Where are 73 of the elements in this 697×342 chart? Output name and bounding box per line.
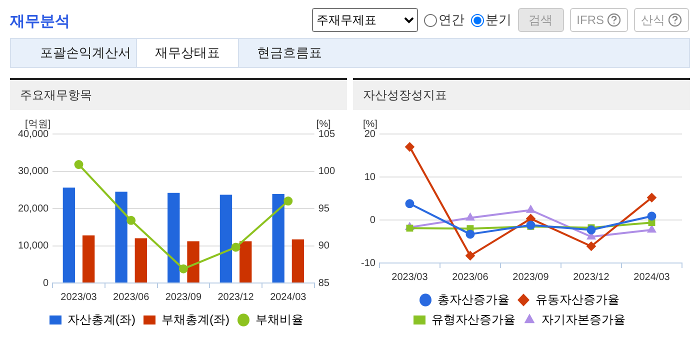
point bbox=[648, 225, 656, 233]
bar bbox=[292, 239, 304, 282]
y2-tick-label: 85 bbox=[318, 278, 330, 289]
text: 현금흐름표 bbox=[256, 44, 323, 62]
x-tick-label: 2023/09 bbox=[512, 272, 550, 283]
y2-tick-label: 90 bbox=[318, 240, 330, 252]
y2-tick-label: 100 bbox=[318, 166, 336, 177]
point bbox=[231, 242, 240, 252]
y2-tick-label: 95 bbox=[318, 203, 330, 214]
text: 재무상태표 bbox=[136, 39, 239, 67]
y-tick-label: 0 bbox=[370, 214, 376, 226]
y2-tick-label: 105 bbox=[318, 128, 336, 140]
legend-label: 유형자산증가율 bbox=[432, 312, 516, 326]
point bbox=[586, 242, 596, 251]
point bbox=[178, 264, 188, 274]
point bbox=[466, 230, 475, 239]
y-tick-label: 20 bbox=[364, 128, 376, 140]
y-tick-label: 30,000 bbox=[18, 166, 50, 177]
y-tick-label: 40,000 bbox=[18, 128, 50, 140]
text: 분기 bbox=[484, 11, 512, 29]
point bbox=[74, 160, 84, 170]
legend-label: 부채총계(좌) bbox=[162, 312, 230, 326]
legend-label: 유동자산증가율 bbox=[536, 292, 620, 306]
chart-title: 주요재무항목 bbox=[10, 80, 347, 110]
point bbox=[405, 142, 414, 152]
legend-label: 자산총계(좌) bbox=[68, 312, 136, 326]
y-axis-title: [억원] bbox=[25, 118, 51, 130]
point bbox=[586, 225, 596, 234]
bar bbox=[115, 192, 128, 282]
y2-axis-title: [%] bbox=[316, 118, 331, 130]
x-tick-label: 2024/03 bbox=[634, 272, 670, 283]
point bbox=[526, 206, 535, 213]
x-tick-label: 2023/12 bbox=[573, 272, 610, 283]
bar bbox=[82, 235, 95, 282]
bar bbox=[62, 188, 76, 282]
text: 검색 bbox=[518, 8, 564, 32]
bar bbox=[134, 238, 148, 282]
point bbox=[405, 199, 414, 208]
text: 연간 bbox=[438, 11, 465, 29]
text: IFRS bbox=[570, 8, 628, 32]
y-tick-label: -10 bbox=[361, 258, 376, 269]
point bbox=[406, 224, 414, 232]
bar bbox=[272, 194, 284, 282]
text: 포괄손익계산서 bbox=[39, 44, 132, 62]
x-tick-label: 2023/06 bbox=[452, 272, 489, 283]
bar bbox=[240, 241, 252, 282]
x-tick-label: 2023/09 bbox=[165, 292, 202, 303]
x-tick-label: 2023/12 bbox=[218, 292, 254, 303]
point bbox=[466, 251, 475, 260]
y-tick-label: 0 bbox=[43, 278, 50, 289]
bar bbox=[168, 192, 180, 282]
legend-label: 부채비율 bbox=[255, 312, 304, 326]
text: 산식 bbox=[634, 8, 689, 32]
bar bbox=[187, 241, 200, 282]
bar bbox=[220, 194, 232, 282]
x-tick-label: 2023/03 bbox=[60, 292, 98, 303]
legend-label: 자기자본증가율 bbox=[542, 312, 626, 326]
point bbox=[647, 193, 656, 202]
y-tick-label: 10,000 bbox=[18, 240, 50, 252]
x-tick-label: 2024/03 bbox=[270, 292, 307, 303]
y-tick-label: 20,000 bbox=[18, 203, 50, 214]
text: 주재무제표 bbox=[312, 8, 418, 32]
point bbox=[284, 196, 293, 206]
text: 재무분석 bbox=[10, 12, 70, 31]
y-tick-label: 10 bbox=[364, 172, 376, 183]
point bbox=[466, 213, 474, 221]
point bbox=[126, 216, 136, 225]
point bbox=[647, 212, 656, 221]
legend-label: 총자산증가율 bbox=[438, 292, 510, 306]
x-tick-label: 2023/06 bbox=[113, 292, 150, 303]
chart-title: 자산성장성지표 bbox=[353, 80, 690, 110]
y-axis-title: [%] bbox=[363, 118, 378, 130]
x-tick-label: 2023/03 bbox=[392, 272, 428, 283]
